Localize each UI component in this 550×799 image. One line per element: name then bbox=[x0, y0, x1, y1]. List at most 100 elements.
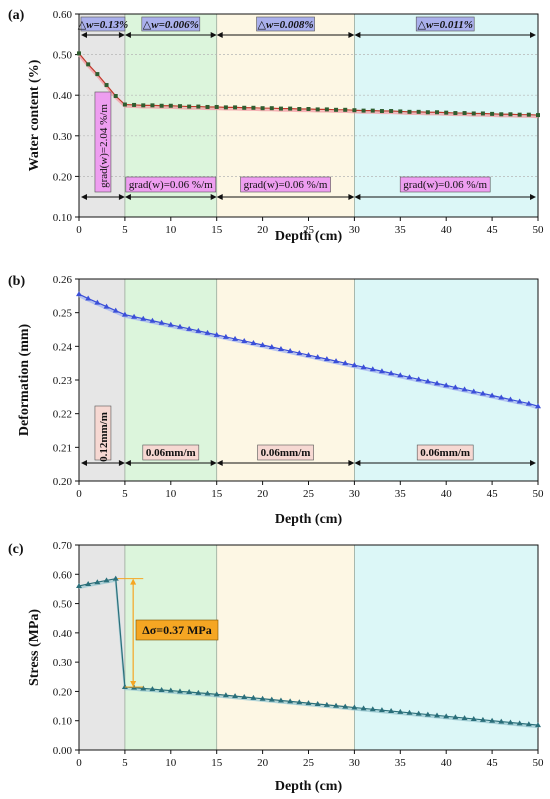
data-point bbox=[241, 693, 248, 699]
data-point bbox=[85, 580, 92, 586]
data-point bbox=[278, 106, 283, 111]
data-point bbox=[415, 710, 422, 716]
delta-w-arrow-head-left bbox=[354, 32, 361, 38]
y-tick-label: 0.60 bbox=[53, 9, 73, 21]
data-point bbox=[113, 94, 118, 99]
deformation-arrow-head-right bbox=[530, 460, 536, 466]
data-point bbox=[314, 701, 321, 707]
y-tick-label: 0.23 bbox=[53, 375, 73, 387]
deformation-arrow-head-left bbox=[81, 460, 87, 466]
gradient-label-box bbox=[125, 176, 217, 193]
delta-w-label-box bbox=[256, 16, 315, 32]
data-point bbox=[232, 693, 239, 699]
deformation-arrow-head-left bbox=[216, 460, 223, 466]
data-point bbox=[140, 315, 147, 321]
data-point bbox=[260, 106, 265, 111]
data-point bbox=[370, 108, 375, 113]
deformation-label: 0.06mm/m bbox=[261, 447, 311, 459]
data-point bbox=[471, 111, 476, 116]
x-tick-label: 20 bbox=[257, 757, 269, 769]
x-tick-label: 40 bbox=[441, 757, 453, 769]
data-point bbox=[462, 111, 467, 116]
data-point bbox=[424, 711, 431, 717]
y-tick-label: 0.30 bbox=[53, 131, 73, 143]
data-point bbox=[526, 112, 531, 117]
data-point bbox=[424, 378, 431, 384]
data-point bbox=[242, 105, 247, 110]
data-point bbox=[479, 716, 486, 722]
panel-b: 0 5 10 15 20 25 30 35 40 45 50 0.20 0.21 0.22 0.23 0.24… bbox=[8, 274, 544, 527]
y-tick-label: 0.20 bbox=[53, 686, 73, 698]
gradient-label-box bbox=[94, 91, 112, 193]
data-point bbox=[158, 686, 165, 692]
x-tick-label: 10 bbox=[165, 757, 177, 769]
data-point bbox=[259, 341, 266, 347]
data-point bbox=[333, 702, 340, 708]
data-point bbox=[351, 704, 358, 710]
data-point bbox=[150, 103, 155, 108]
data-point bbox=[277, 697, 284, 703]
x-tick-label: 20 bbox=[257, 488, 269, 500]
data-point bbox=[94, 579, 101, 585]
data-point bbox=[167, 321, 174, 327]
data-point bbox=[76, 583, 82, 588]
data-point bbox=[516, 720, 523, 726]
delta-w-label-box bbox=[80, 16, 126, 32]
y-tick-label: 0.50 bbox=[53, 599, 73, 611]
data-point bbox=[378, 707, 385, 713]
data-point bbox=[77, 51, 81, 56]
data-point bbox=[397, 372, 404, 378]
data-point bbox=[85, 295, 92, 301]
data-point bbox=[95, 72, 100, 77]
panel-label: (b) bbox=[8, 274, 25, 289]
deformation-arrow-head-left bbox=[124, 460, 131, 466]
data-point bbox=[204, 690, 211, 696]
data-point bbox=[470, 388, 477, 394]
data-point bbox=[397, 708, 404, 714]
y-tick-label: 0.40 bbox=[53, 90, 73, 102]
delta-sigma-arrow-head-bottom bbox=[130, 681, 137, 688]
x-tick-label: 5 bbox=[122, 224, 128, 236]
data-point bbox=[149, 686, 156, 692]
data-point bbox=[342, 360, 349, 366]
data-point bbox=[241, 337, 248, 343]
data-point bbox=[517, 112, 522, 117]
data-point bbox=[121, 311, 128, 317]
data-point bbox=[508, 112, 513, 117]
deformation-label-box bbox=[257, 444, 314, 461]
data-point bbox=[452, 384, 459, 390]
data-point bbox=[296, 699, 303, 705]
delta-w-arrow-head-left bbox=[216, 32, 223, 38]
deformation-label-box bbox=[94, 405, 112, 461]
data-point bbox=[525, 721, 532, 727]
x-tick-label: 15 bbox=[211, 224, 223, 236]
x-tick-label: 10 bbox=[165, 488, 177, 500]
data-point bbox=[277, 346, 284, 352]
data-point bbox=[398, 109, 403, 114]
data-point bbox=[103, 577, 110, 583]
x-tick-label: 50 bbox=[533, 224, 545, 236]
gradient-arrow-head-right bbox=[118, 194, 125, 200]
data-point bbox=[305, 700, 312, 706]
x-tick-label: 50 bbox=[533, 757, 545, 769]
deformation-label: 0.12mm/m bbox=[98, 412, 110, 462]
data-point bbox=[232, 335, 239, 341]
x-tick-label: 15 bbox=[211, 757, 223, 769]
data-point bbox=[222, 333, 229, 339]
y-tick-label: 0.70 bbox=[53, 540, 73, 552]
data-point bbox=[489, 392, 496, 398]
data-point bbox=[361, 108, 366, 113]
gradient-arrow-head-left bbox=[354, 194, 361, 200]
gradient-label: grad(w)=0.06 %/m bbox=[403, 179, 487, 191]
deformation-arrow-head-right bbox=[210, 460, 217, 466]
y-tick-label: 0.26 bbox=[53, 274, 73, 286]
delta-w-label: △w=0.006% bbox=[143, 19, 199, 31]
panel-label: (a) bbox=[8, 8, 25, 23]
y-tick-label: 0.30 bbox=[53, 657, 73, 669]
data-point bbox=[324, 107, 329, 112]
data-point bbox=[416, 109, 421, 114]
data-point bbox=[306, 107, 311, 112]
y-axis-label: Water content (%) bbox=[27, 59, 42, 171]
y-axis-label: Stress (MPa) bbox=[27, 609, 42, 686]
data-point bbox=[369, 706, 376, 712]
